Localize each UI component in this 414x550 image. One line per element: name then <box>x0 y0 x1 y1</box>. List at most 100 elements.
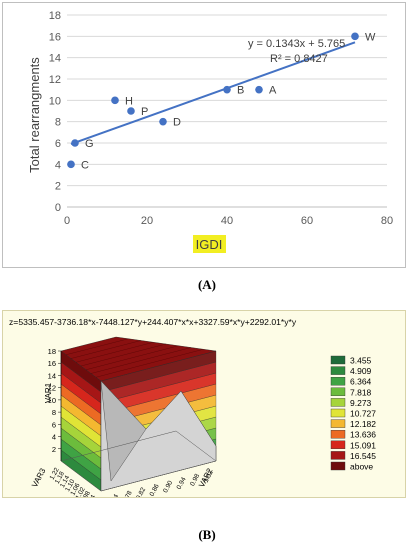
var2-tick-label: 0.94 <box>176 476 188 491</box>
surface-walls <box>60 336 217 492</box>
caption-b: (B) <box>198 527 216 542</box>
var2-tick-label: 0.86 <box>149 483 161 497</box>
surface-panel: z=5335.457-3736.18*x-7448.127*y+244.407*… <box>2 310 406 511</box>
legend-label: 7.818 <box>350 387 372 397</box>
var2-tick-label: 0.78 <box>122 490 134 497</box>
legend-swatch <box>330 376 346 386</box>
x-axis-label-highlight <box>193 235 226 253</box>
legend-label: 10.727 <box>350 409 376 419</box>
legend-swatch <box>330 429 346 439</box>
z-tick-label: 4 <box>52 433 56 442</box>
z-tick-label: 2 <box>52 445 56 454</box>
legend-label: 12.182 <box>350 419 376 429</box>
y-tick-label: 16 <box>49 31 61 43</box>
z-axis-label: VAR1 <box>44 382 53 403</box>
y-tick-label: 6 <box>55 138 61 150</box>
surface-chart: z=5335.457-3736.18*x-7448.127*y+244.407*… <box>9 317 376 511</box>
surface-plateau <box>60 336 217 382</box>
data-points: W A B HP D GC <box>67 31 376 171</box>
legend-label: 6.364 <box>350 377 372 387</box>
x-tick-label: 40 <box>221 215 233 227</box>
legend-swatch <box>330 451 346 460</box>
legend-label: above <box>350 462 373 472</box>
legend-swatch <box>330 419 346 428</box>
point-label: D <box>173 117 181 129</box>
x-axis-label: IGDI <box>196 237 223 252</box>
data-point <box>71 139 79 147</box>
plateau-gridline <box>65 338 129 355</box>
legend-label: 4.909 <box>350 366 372 376</box>
x-tick-label: 80 <box>381 215 393 227</box>
z-axis: 2 4 6 8 10 12 14 16 18 <box>48 347 62 461</box>
legend-swatch <box>330 398 346 407</box>
z-tick-label: 6 <box>52 420 56 429</box>
legend-swatch <box>330 355 346 365</box>
z-tick-label: 12 <box>48 384 56 393</box>
legend-swatch <box>330 366 346 375</box>
legend-label: 13.636 <box>350 430 376 440</box>
point-label: W <box>365 31 376 43</box>
y-gridlines <box>67 14 387 187</box>
y-tick-label: 10 <box>49 95 61 107</box>
legend-swatch <box>330 461 346 471</box>
plateau-gridline <box>70 340 142 359</box>
legend-label: 15.091 <box>350 440 376 450</box>
data-point <box>111 96 119 105</box>
trendline-r2: R² = 0.8427 <box>270 53 328 65</box>
y-tick-labels: 0 2 4 6 8 10 12 14 16 18 <box>49 10 61 214</box>
y-tick-label: 0 <box>55 202 61 214</box>
caption-a: (A) <box>197 277 217 292</box>
legend-label: 16.545 <box>350 451 376 461</box>
var3-axis-label: VAR3 <box>30 466 48 489</box>
z-tick-label: 16 <box>48 359 56 368</box>
data-point <box>159 117 167 126</box>
legend-swatch <box>330 387 346 397</box>
x-tick-label: 20 <box>141 215 153 227</box>
y-tick-label: 12 <box>49 74 61 86</box>
y-tick-label: 4 <box>55 159 61 171</box>
point-label: H <box>125 95 133 107</box>
plateau-gridline <box>80 343 167 367</box>
z-tick-label: 14 <box>48 371 56 380</box>
y-tick-label: 14 <box>49 53 61 65</box>
point-label: P <box>141 106 148 118</box>
z-tick-label: 10 <box>48 396 56 405</box>
var2-tick-label: 0.90 <box>162 479 174 494</box>
var2-tick-label: 0.74 <box>108 493 120 497</box>
y-tick-label: 8 <box>55 117 61 129</box>
y-tick-label: 2 <box>55 181 61 193</box>
plateau-gridline <box>95 349 204 378</box>
data-point <box>351 32 359 41</box>
data-point <box>223 85 231 94</box>
base-floor <box>60 430 217 492</box>
var2-tick-label: 0.82 <box>135 486 147 497</box>
z-tick-label: 8 <box>52 408 56 417</box>
plateau-gridline <box>90 347 192 374</box>
y-axis-label: Total rearrangments <box>27 57 42 173</box>
surface-ridge-shadow <box>100 380 147 482</box>
z-tick-label: 18 <box>48 347 56 356</box>
legend-swatch <box>330 408 346 418</box>
point-label: G <box>85 138 94 150</box>
x-tick-label: 60 <box>301 215 313 227</box>
x-tick-labels: 0 20 40 60 80 <box>64 215 393 227</box>
legend-swatch <box>330 440 346 450</box>
plateau-gridline <box>75 342 154 363</box>
data-point <box>255 85 263 94</box>
point-label: C <box>81 159 89 171</box>
trendline <box>70 41 356 146</box>
data-point <box>127 107 135 115</box>
point-label: B <box>237 85 244 97</box>
x-tick-label: 0 <box>64 215 70 227</box>
legend-label: 3.455 <box>350 356 372 366</box>
surface-equation: z=5335.457-3736.18*x-7448.127*y+244.407*… <box>9 317 297 327</box>
trendline-equation: y = 0.1343x + 5.765 <box>248 38 345 50</box>
data-point <box>67 160 75 169</box>
color-legend: 3.4554.9096.3647.8189.27310.72712.18213.… <box>330 355 376 472</box>
scatter-chart: 0 2 4 6 8 10 12 14 16 18 0 20 40 60 80 W A B HP D GC y = 0… <box>27 10 393 253</box>
plateau-gridline <box>85 345 179 370</box>
legend-label: 9.273 <box>350 398 372 408</box>
y-tick-label: 18 <box>49 10 61 22</box>
point-label: A <box>269 85 277 97</box>
